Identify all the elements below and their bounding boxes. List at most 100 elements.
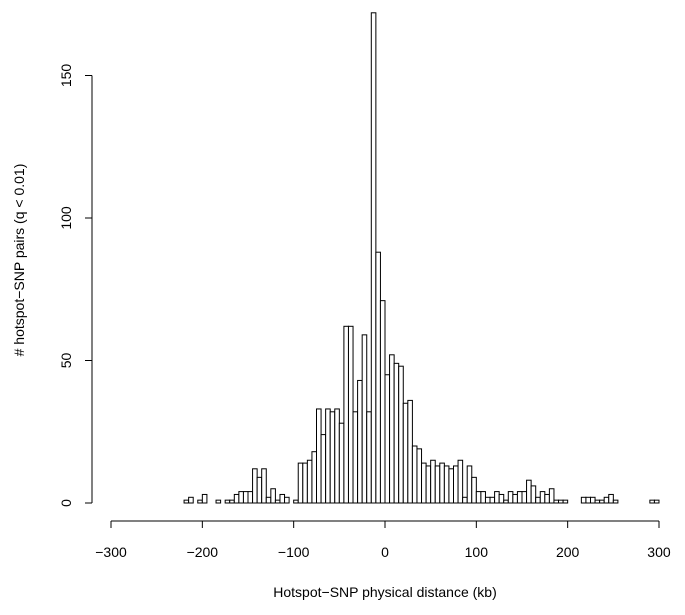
x-axis-title: Hotspot−SNP physical distance (kb) [273, 584, 496, 600]
histogram-bar [242, 491, 249, 504]
histogram-bar [539, 491, 546, 504]
y-tick-label: 150 [58, 64, 74, 88]
y-tick-label: 0 [58, 499, 74, 507]
histogram-bar [475, 491, 482, 504]
histogram-bar [580, 496, 587, 504]
histogram-bar [425, 465, 432, 504]
histogram-bar [375, 251, 381, 504]
x-tick-label: 200 [556, 544, 580, 560]
histogram-bar [238, 491, 244, 504]
histogram-bar [306, 459, 313, 504]
histogram-bar [548, 488, 555, 504]
histogram-bar [256, 476, 263, 504]
histogram-bar [544, 493, 550, 504]
histogram-bar [183, 499, 190, 504]
histogram-bar [270, 488, 276, 504]
histogram-bar [233, 493, 240, 504]
histogram-bar [398, 365, 404, 504]
histogram-bar [503, 499, 509, 504]
histogram-bar [494, 491, 500, 504]
histogram-bar [603, 496, 610, 504]
histogram-bar [453, 465, 459, 504]
histogram-bar [512, 493, 518, 504]
histogram-bar [434, 465, 441, 504]
histogram-bar [279, 493, 286, 504]
histogram-bar [599, 499, 605, 504]
histogram-bar [224, 499, 231, 504]
histogram-bar [188, 496, 194, 504]
histogram-bar [489, 496, 496, 504]
histogram-bar [274, 499, 281, 504]
histogram-bar [402, 402, 409, 504]
histogram-bar [384, 374, 391, 504]
histogram-bar [265, 496, 272, 504]
histogram-bar [498, 493, 505, 504]
histogram-bar [247, 491, 254, 504]
histogram-bar [379, 300, 386, 504]
histogram-bar [284, 496, 290, 504]
histogram-bar [516, 491, 523, 504]
x-tick-label: 300 [647, 544, 671, 560]
x-tick-label: 0 [381, 544, 389, 560]
histogram-bar [535, 496, 541, 504]
histogram-bar [484, 496, 491, 504]
histogram-bar [507, 491, 514, 504]
histogram-bar [407, 399, 413, 504]
histogram-bar [466, 465, 473, 504]
histogram-bar [411, 445, 418, 504]
histogram-bar [325, 408, 331, 504]
histogram-bar [338, 422, 345, 504]
histogram-bar [389, 354, 395, 504]
histogram-bar [311, 451, 318, 504]
histogram-bar [439, 462, 445, 504]
histogram-bar [443, 465, 450, 504]
histogram-bar [261, 468, 267, 504]
histogram-bar [594, 499, 601, 504]
x-tick-label: −100 [278, 544, 310, 560]
histogram-bar [526, 479, 532, 504]
histogram-bar [653, 499, 660, 504]
histogram-bar [352, 411, 359, 504]
histogram-bar [521, 491, 528, 504]
histogram-bar [361, 334, 368, 504]
histogram-bars [183, 12, 660, 504]
histogram-bar [457, 459, 464, 504]
histogram-bar [201, 493, 208, 504]
histogram-bar [649, 499, 655, 504]
histogram-bar [558, 499, 564, 504]
histogram-bar [366, 411, 372, 504]
y-tick-label: 100 [58, 206, 74, 230]
histogram-bar [480, 491, 486, 504]
histogram-bar [448, 468, 454, 504]
histogram-bar [297, 462, 304, 504]
x-axis: −300 −200 −100 0 100 200 300 [95, 520, 671, 560]
histogram-bar [357, 379, 363, 504]
histogram-bar [320, 434, 327, 504]
histogram-bar [462, 496, 468, 504]
histogram-bar [421, 462, 427, 504]
histogram-bar [589, 496, 596, 504]
x-tick-label: −200 [187, 544, 219, 560]
histogram-bar [316, 408, 322, 504]
histogram-bar [585, 496, 591, 504]
histogram-bar [334, 408, 340, 504]
histogram-bar [370, 12, 377, 504]
histogram-bar [430, 459, 436, 504]
histogram-bar [471, 476, 477, 504]
histogram-bar [197, 499, 203, 504]
histogram-bar [530, 485, 537, 504]
y-axis-title: # hotspot−SNP pairs (q < 0.01) [11, 164, 27, 357]
histogram-bar [293, 499, 299, 504]
x-tick-label: −300 [95, 544, 127, 560]
histogram-bar [329, 411, 336, 504]
histogram-bar [553, 499, 560, 504]
y-axis: 0 50 100 150 [58, 64, 93, 507]
histogram-bar [608, 493, 614, 504]
histogram-bar [562, 499, 569, 504]
histogram-bar [229, 499, 235, 504]
histogram-bar [416, 448, 423, 504]
histogram-bar [215, 499, 222, 504]
histogram-bar [393, 362, 400, 504]
histogram-bar [302, 462, 308, 504]
